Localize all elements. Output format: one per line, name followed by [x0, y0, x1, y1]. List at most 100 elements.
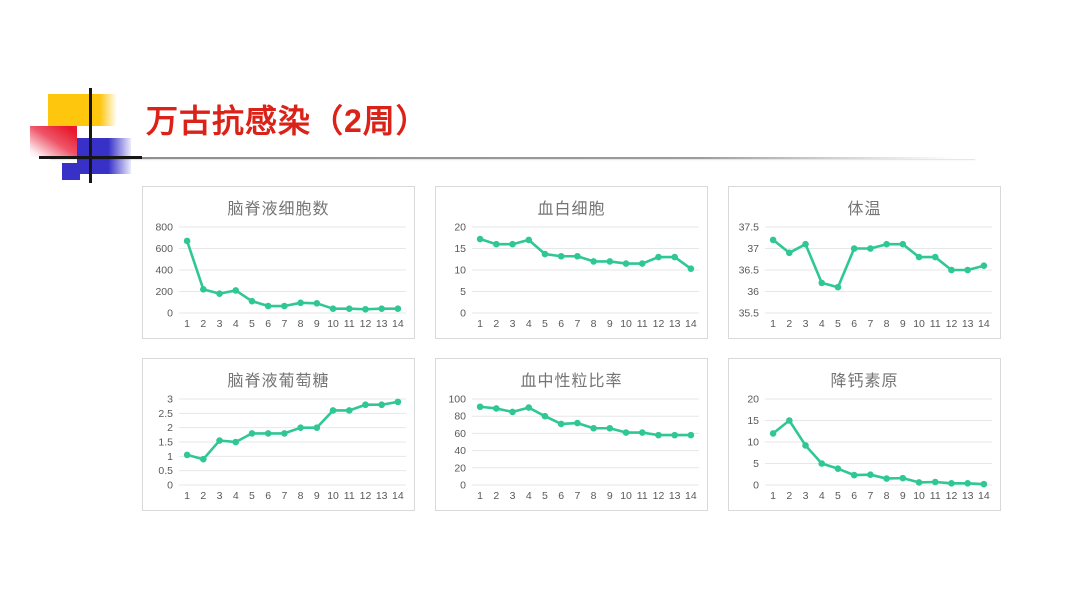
svg-text:15: 15 [747, 415, 759, 427]
svg-text:13: 13 [376, 490, 388, 502]
chart-panel-neutrophil-ratio: 血中性粒比率 0 20 40 60 80 100 1 2 3 4 5 6 7 8 9 10 11 12 13 14 [435, 358, 708, 511]
svg-text:5: 5 [835, 490, 841, 502]
svg-text:12: 12 [360, 490, 372, 502]
svg-text:14: 14 [392, 318, 404, 330]
svg-text:0: 0 [167, 480, 173, 492]
svg-text:6: 6 [558, 490, 564, 502]
svg-text:0.5: 0.5 [158, 465, 173, 477]
svg-text:20: 20 [747, 394, 759, 406]
svg-text:10: 10 [327, 318, 339, 330]
svg-text:2.5: 2.5 [158, 408, 173, 420]
svg-text:6: 6 [265, 318, 271, 330]
svg-text:8: 8 [298, 318, 304, 330]
svg-text:1: 1 [477, 318, 483, 330]
svg-text:1: 1 [167, 451, 173, 463]
svg-text:4: 4 [819, 318, 825, 330]
svg-text:5: 5 [249, 318, 255, 330]
svg-text:14: 14 [685, 318, 697, 330]
svg-text:3: 3 [217, 490, 223, 502]
svg-text:9: 9 [314, 318, 320, 330]
title-decoration [0, 0, 200, 200]
svg-text:1: 1 [184, 490, 190, 502]
title-divider [50, 157, 975, 159]
decoration-vertical-line [89, 88, 92, 183]
svg-text:3: 3 [803, 490, 809, 502]
svg-text:10: 10 [327, 490, 339, 502]
line-chart: 00.511.522.531 2 3 4 5 6 7 8 9 10 11 12 13 14 [158, 394, 406, 502]
svg-text:0: 0 [753, 480, 759, 492]
svg-text:2: 2 [200, 318, 206, 330]
svg-text:2: 2 [786, 490, 792, 502]
svg-text:12: 12 [360, 318, 372, 330]
charts-grid: 脑脊液细胞数 0 200 400 600 800 1 2 3 4 5 6 7 8 9 10 11 12 13 14 … [142, 186, 1001, 511]
svg-text:6: 6 [851, 318, 857, 330]
slide-title: 万古抗感染（2周） [146, 103, 429, 139]
svg-text:6: 6 [851, 490, 857, 502]
svg-text:13: 13 [376, 318, 388, 330]
svg-text:400: 400 [155, 265, 173, 277]
chart-panel-wbc: 血白细胞 0 5 10 15 20 1 2 3 4 5 6 7 8 9 10 11 12 13 14 [435, 186, 708, 339]
svg-text:4: 4 [819, 490, 825, 502]
svg-text:12: 12 [653, 318, 665, 330]
svg-text:7: 7 [867, 318, 873, 330]
svg-text:7: 7 [281, 490, 287, 502]
svg-text:9: 9 [607, 318, 613, 330]
svg-text:80: 80 [454, 411, 466, 423]
svg-text:14: 14 [978, 318, 990, 330]
svg-text:11: 11 [637, 318, 648, 330]
decoration-yellow-square [48, 94, 117, 126]
svg-text:9: 9 [607, 490, 613, 502]
svg-text:5: 5 [460, 286, 466, 298]
svg-text:12: 12 [946, 490, 958, 502]
svg-text:11: 11 [344, 318, 355, 330]
svg-text:200: 200 [155, 286, 173, 298]
chart-panel-temperature: 体温 35.5 36 36.5 37 37.5 1 2 3 4 5 6 7 8 9 10 11 12 13 14 [728, 186, 1001, 339]
svg-text:2: 2 [786, 318, 792, 330]
svg-text:3: 3 [217, 318, 223, 330]
svg-text:2: 2 [493, 490, 499, 502]
svg-text:3: 3 [510, 318, 516, 330]
svg-text:9: 9 [900, 490, 906, 502]
svg-text:1: 1 [770, 490, 776, 502]
svg-text:8: 8 [591, 318, 597, 330]
svg-text:5: 5 [835, 318, 841, 330]
decoration-horizontal-line [39, 156, 142, 159]
svg-text:5: 5 [542, 318, 548, 330]
svg-text:10: 10 [913, 490, 925, 502]
svg-text:0: 0 [167, 308, 173, 320]
svg-text:14: 14 [392, 490, 404, 502]
svg-text:3: 3 [510, 490, 516, 502]
svg-text:1.5: 1.5 [158, 437, 173, 449]
svg-text:800: 800 [155, 222, 173, 234]
svg-text:9: 9 [314, 490, 320, 502]
svg-text:8: 8 [884, 490, 890, 502]
svg-text:1: 1 [477, 490, 483, 502]
svg-text:9: 9 [900, 318, 906, 330]
svg-text:2: 2 [167, 422, 173, 434]
svg-text:8: 8 [591, 490, 597, 502]
svg-text:6: 6 [558, 318, 564, 330]
svg-text:8: 8 [884, 318, 890, 330]
svg-text:37: 37 [747, 243, 759, 255]
svg-text:0: 0 [460, 480, 466, 492]
svg-text:12: 12 [653, 490, 665, 502]
svg-text:5: 5 [249, 490, 255, 502]
svg-text:1: 1 [770, 318, 776, 330]
svg-text:4: 4 [233, 318, 239, 330]
svg-text:5: 5 [753, 458, 759, 470]
svg-text:13: 13 [962, 490, 974, 502]
svg-text:0: 0 [460, 308, 466, 320]
chart-panel-csf-glucose: 脑脊液葡萄糖 0 0.5 1 1.5 2 2.5 3 1 2 3 4 5 6 7 8 9 10 11 12 13 14 [142, 358, 415, 511]
svg-text:35.5: 35.5 [739, 308, 760, 320]
chart-panel-procalcitonin: 降钙素原 0 5 10 15 20 1 2 3 4 5 6 7 8 9 10 11 12 13 14 [728, 358, 1001, 511]
svg-text:36: 36 [747, 286, 759, 298]
svg-text:7: 7 [574, 318, 580, 330]
svg-text:20: 20 [454, 462, 466, 474]
svg-text:600: 600 [155, 243, 173, 255]
svg-text:14: 14 [685, 490, 697, 502]
svg-text:13: 13 [962, 318, 974, 330]
svg-text:1: 1 [184, 318, 190, 330]
